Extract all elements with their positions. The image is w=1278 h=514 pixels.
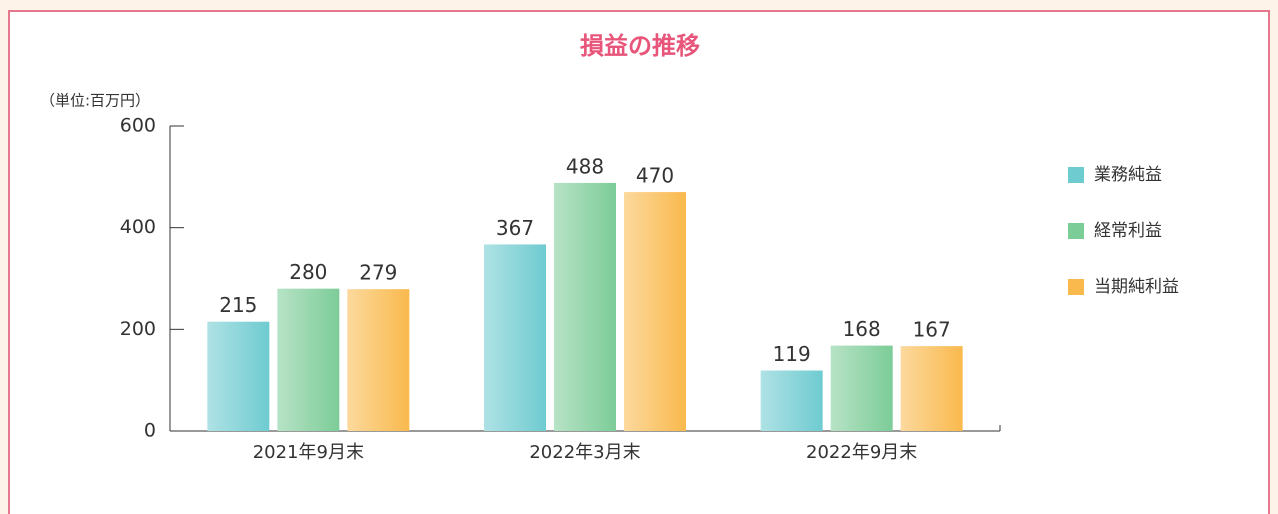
x-tick-label: 2022年3月末 (529, 442, 640, 463)
y-tick-label: 600 (120, 115, 156, 137)
value-label: 167 (913, 318, 951, 342)
y-tick-label: 400 (120, 216, 156, 238)
bar (760, 370, 823, 431)
unit-label: （単位:百万円） (40, 92, 150, 110)
bar (830, 345, 893, 431)
value-label: 168 (843, 317, 881, 341)
legend-swatch (1068, 279, 1084, 295)
value-label: 215 (219, 293, 257, 317)
chart-title: 損益の推移 (580, 32, 700, 60)
bar (484, 244, 546, 431)
value-label: 367 (496, 216, 534, 240)
bar (624, 192, 686, 431)
value-label: 119 (773, 342, 811, 366)
legend-label: 業務純益 (1094, 165, 1162, 185)
x-tick-label: 2022年9月末 (806, 442, 917, 463)
value-label: 488 (566, 154, 604, 178)
bar (207, 321, 270, 431)
y-tick-label: 0 (144, 420, 156, 442)
value-label: 279 (359, 261, 397, 285)
x-tick-label: 2021年9月末 (253, 442, 364, 463)
value-label: 280 (289, 260, 327, 284)
bar (347, 289, 410, 431)
bar (554, 182, 616, 431)
y-tick-label: 200 (120, 318, 156, 340)
bar (900, 346, 963, 431)
legend-label: 当期純利益 (1094, 277, 1179, 297)
legend-label: 経常利益 (1094, 221, 1162, 241)
legend-swatch (1068, 223, 1084, 239)
bar (277, 288, 340, 431)
value-label: 470 (636, 164, 674, 188)
legend-swatch (1068, 167, 1084, 183)
